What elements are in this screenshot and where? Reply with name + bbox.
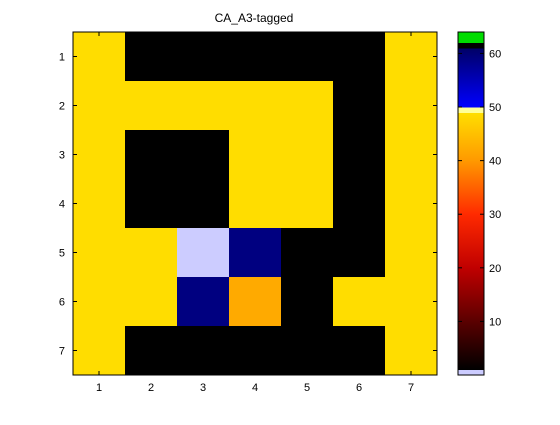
heatmap-cell-r2-c4 [229, 81, 282, 131]
heatmap-cell-r1-c7 [385, 32, 438, 82]
chart-title: CA_A3-tagged [215, 11, 294, 25]
heatmap-cell-r1-c6 [333, 32, 386, 82]
colorbar-band [458, 42, 484, 49]
colorbar-tick-label: 60 [489, 48, 501, 60]
heatmap-cell-r1-c4 [229, 32, 282, 82]
heatmap-cell-r5-c2 [125, 228, 178, 278]
colorbar-band [458, 214, 484, 269]
heatmap-cell-r7-c3 [177, 326, 230, 376]
heatmap-cell-r6-c5 [281, 277, 334, 327]
heatmap-cell-r4-c2 [125, 179, 178, 229]
x-tick-label: 4 [252, 382, 258, 394]
heatmap-cell-r2-c3 [177, 81, 230, 131]
heatmap-cell-r4-c6 [333, 179, 386, 229]
heatmap-cell-r7-c7 [385, 326, 438, 376]
y-axis: 1 2 3 4 5 6 7 [59, 52, 437, 358]
y-tick-label: 7 [59, 346, 65, 358]
colorbar-band [458, 32, 484, 44]
heatmap-cell-r6-c6 [333, 277, 386, 327]
colorbar: 10 20 30 40 50 60 [457, 31, 501, 376]
colorbar-band [458, 321, 484, 371]
heatmap-cell-r7-c6 [333, 326, 386, 376]
heatmap-cell-r2-c2 [125, 81, 178, 131]
heatmap-cell-r1-c2 [125, 32, 178, 82]
y-tick-label: 2 [59, 101, 65, 113]
colorbar-band [458, 267, 484, 322]
heatmap-cell-r5-c5 [281, 228, 334, 278]
x-tick-label: 1 [96, 382, 102, 394]
x-tick-label: 3 [200, 382, 206, 394]
heatmap-cell-r3-c4 [229, 130, 282, 180]
colorbar-band [458, 369, 484, 376]
colorbar-tick-label: 50 [489, 102, 501, 114]
heatmap-cell-r2-c1 [73, 81, 126, 131]
heatmap-cell-r2-c5 [281, 81, 334, 131]
heatmap-cell-r5-c3 [177, 228, 230, 278]
heatmap-cell-r1-c1 [73, 32, 126, 82]
heatmap-cell-r4-c5 [281, 179, 334, 229]
heatmap-cell-r5-c4 [229, 228, 282, 278]
heatmap-cell-r2-c6 [333, 81, 386, 131]
colorbar-tick-label: 10 [489, 316, 501, 328]
x-tick-label: 5 [304, 382, 310, 394]
heatmap-cell-r6-c3 [177, 277, 230, 327]
y-tick-label: 5 [59, 248, 65, 260]
heatmap-cell-r6-c2 [125, 277, 178, 327]
heatmap-cell-r1-c5 [281, 32, 334, 82]
heatmap-cell-r3-c2 [125, 130, 178, 180]
heatmap-cell-r1-c3 [177, 32, 230, 82]
heatmap-cell-r7-c1 [73, 326, 126, 376]
colorbar-tick-label: 30 [489, 209, 501, 221]
x-tick-label: 7 [408, 382, 414, 394]
heatmap-cell-r6-c7 [385, 277, 438, 327]
heatmap-cell-r6-c4 [229, 277, 282, 327]
colorbar-tick-label: 40 [489, 156, 501, 168]
heatmap-cell-r3-c1 [73, 130, 126, 180]
colorbar-band [458, 160, 484, 215]
heatmap-cell-r4-c7 [385, 179, 438, 229]
colorbar-band [458, 48, 484, 108]
heatmap-cells [73, 32, 438, 376]
heatmap-cell-r3-c3 [177, 130, 230, 180]
x-tick-label: 2 [148, 382, 154, 394]
x-axis: 1 2 3 4 5 6 7 [96, 32, 414, 394]
heatmap-cell-r3-c5 [281, 130, 334, 180]
heatmap-cell-r5-c1 [73, 228, 126, 278]
heatmap-cell-r6-c1 [73, 277, 126, 327]
heatmap-cell-r7-c5 [281, 326, 334, 376]
heatmap-cell-r7-c4 [229, 326, 282, 376]
heatmap-cell-r5-c7 [385, 228, 438, 278]
colorbar-band [458, 107, 484, 113]
heatmap-cell-r3-c6 [333, 130, 386, 180]
heatmap-cell-r4-c1 [73, 179, 126, 229]
x-tick-label: 6 [356, 382, 362, 394]
y-tick-label: 4 [59, 199, 65, 211]
heatmap-cell-r4-c4 [229, 179, 282, 229]
y-tick-label: 3 [59, 150, 65, 162]
heatmap-cell-r3-c7 [385, 130, 438, 180]
colorbar-tick-label: 20 [489, 263, 501, 275]
heatmap-cell-r2-c7 [385, 81, 438, 131]
colorbar-band [458, 112, 484, 162]
heatmap-cell-r5-c6 [333, 228, 386, 278]
y-tick-label: 1 [59, 52, 65, 64]
y-tick-label: 6 [59, 297, 65, 309]
heatmap-cell-r7-c2 [125, 326, 178, 376]
colorbar-frame [457, 31, 485, 376]
heatmap-cell-r4-c3 [177, 179, 230, 229]
